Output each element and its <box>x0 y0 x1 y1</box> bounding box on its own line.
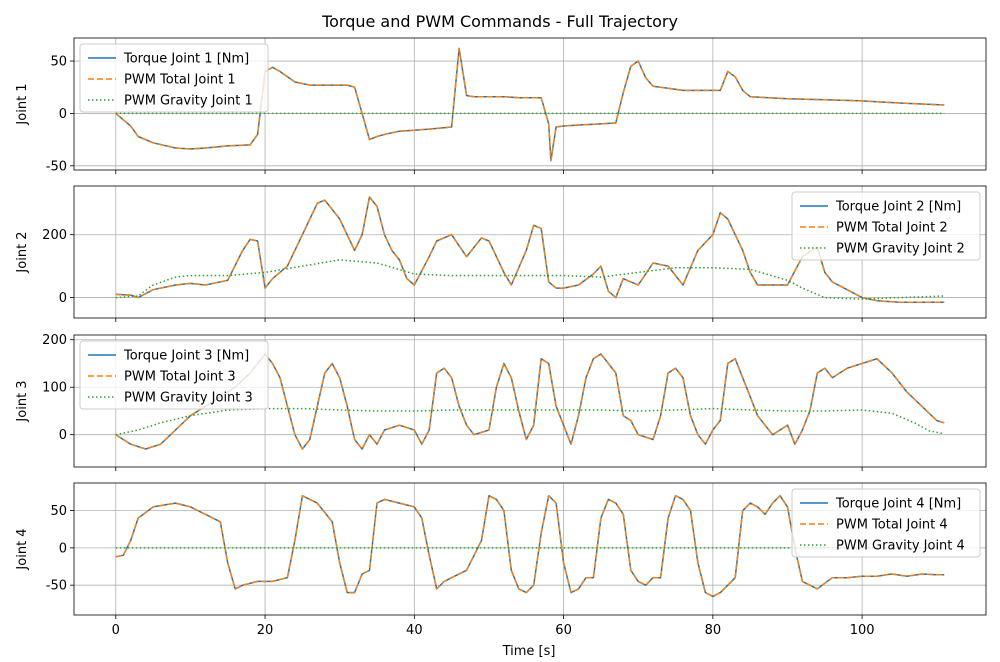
legend-box <box>791 488 981 558</box>
y-tick-label: 100 <box>42 381 67 396</box>
legend-label: PWM Gravity Joint 1 <box>124 94 253 109</box>
series-line-3 <box>115 407 945 436</box>
legend: Torque Joint 2 [Nm] PWM Total Joint 2 PWM … <box>791 191 981 261</box>
series-line-3 <box>115 259 945 300</box>
subplot-joint-2: 0 200 Joint 2 Torque Joint 2 [Nm] PWM Total … <box>15 185 987 322</box>
x-tick-label: 100 <box>850 623 875 638</box>
legend-label: Torque Joint 4 [Nm] <box>835 497 961 512</box>
y-axis-title: Joint 4 <box>15 528 30 570</box>
y-tick-label: -50 <box>46 579 67 594</box>
series-line-2 <box>115 196 945 304</box>
y-tick-label: 0 <box>59 107 67 122</box>
y-tick-label: 200 <box>42 333 67 348</box>
y-axis-title: Joint 2 <box>15 231 30 273</box>
legend-label: PWM Gravity Joint 4 <box>836 539 965 554</box>
series-line-2 <box>115 353 945 450</box>
y-tick-label: 200 <box>42 228 67 243</box>
legend-label: PWM Total Joint 3 <box>124 370 236 385</box>
legend-label: PWM Total Joint 1 <box>124 73 236 88</box>
axes-frame <box>73 334 987 468</box>
axes-frame <box>73 482 987 616</box>
subplot-joint-3: 0 100 200 Joint 3 Torque Joint 3 [Nm] PWM Tot… <box>15 333 987 471</box>
legend: Torque Joint 3 [Nm] PWM Total Joint 3 PWM … <box>79 340 269 410</box>
y-tick-label: 50 <box>50 504 67 519</box>
subplot-joint-1: -50 0 50 Joint 1 Torque Joint 1 [Nm] PWM Tota… <box>15 37 987 174</box>
legend-label: PWM Total Joint 4 <box>836 518 948 533</box>
x-tick-label: 20 <box>257 623 274 638</box>
legend-box <box>79 43 269 113</box>
legend-label: Torque Joint 3 [Nm] <box>123 349 249 364</box>
series-line-2 <box>115 494 945 598</box>
legend-label: PWM Gravity Joint 3 <box>124 391 253 406</box>
legend-box <box>791 191 981 261</box>
y-tick-label: -50 <box>46 159 67 174</box>
y-tick-label: 0 <box>59 428 67 443</box>
legend: Torque Joint 4 [Nm] PWM Total Joint 4 PWM … <box>791 488 981 558</box>
x-tick-label: 80 <box>705 623 722 638</box>
x-axis-title: Time [s] <box>502 644 556 659</box>
subplot-joint-4: -50 0 50 0 20 40 60 80 100 Joint 4 Torque Joint 4 … <box>15 482 987 638</box>
x-tick-label: 40 <box>406 623 423 638</box>
legend-box <box>79 340 269 410</box>
x-tick-label: 0 <box>112 623 120 638</box>
legend-label: PWM Total Joint 2 <box>836 221 948 236</box>
y-tick-label: 50 <box>50 55 67 70</box>
legend-label: Torque Joint 1 [Nm] <box>123 52 249 67</box>
legend: Torque Joint 1 [Nm] PWM Total Joint 1 PWM … <box>79 43 269 113</box>
axes-frame <box>73 185 987 319</box>
legend-label: Torque Joint 2 [Nm] <box>835 200 961 215</box>
y-axis-title: Joint 3 <box>15 380 30 422</box>
x-tick-label: 60 <box>555 623 572 638</box>
y-axis-title: Joint 1 <box>15 83 30 125</box>
legend-label: PWM Gravity Joint 2 <box>836 242 965 257</box>
y-tick-label: 0 <box>59 291 67 306</box>
y-tick-label: 0 <box>59 541 67 556</box>
axes-frame <box>73 37 987 171</box>
subplot-panels: -50 0 50 Joint 1 Torque Joint 1 [Nm] PWM Tota… <box>15 37 987 638</box>
figure-title: Torque and PWM Commands - Full Trajector… <box>321 12 678 31</box>
